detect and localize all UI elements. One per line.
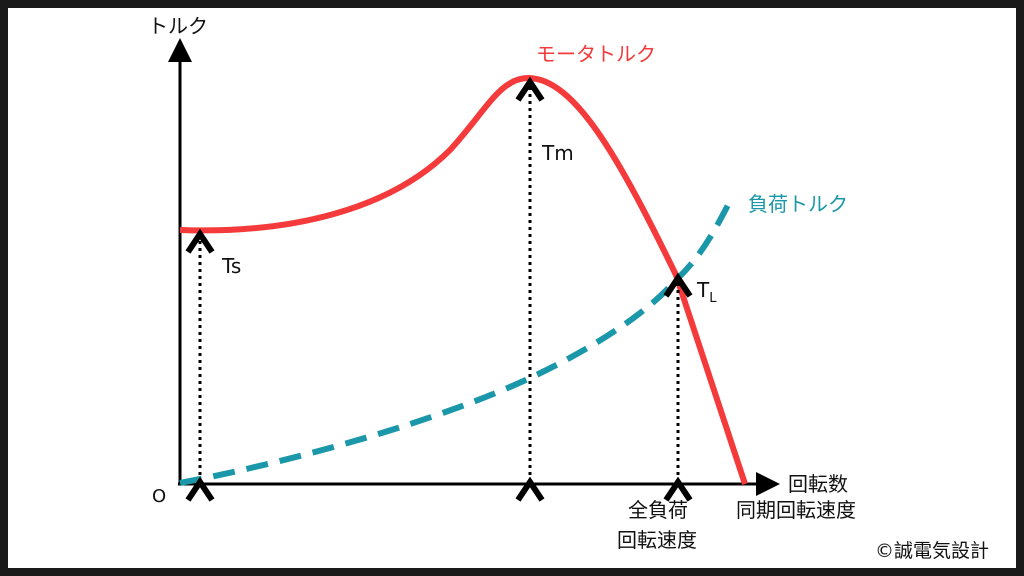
sync-speed-label: 同期回転速度 [736,498,856,522]
load-torque-curve [179,203,731,486]
x-axis-label: 回転数 [788,472,848,496]
diagram-canvas [8,8,1016,568]
copyright: ©誠電気設計 [875,540,990,562]
load-torque-label: 負荷トルク [748,192,848,216]
tl-main: T [697,278,710,302]
tl-subscript: L [709,291,717,306]
tl-label: TL [697,280,716,305]
tm-label: Tm [542,141,574,165]
motor-torque-label: モータトルク [536,42,656,66]
full-load-label-2: 回転速度 [617,528,697,552]
origin-label: O [152,486,167,507]
y-axis-label: トルク [148,14,208,38]
ts-label: Ts [222,254,242,278]
full-load-label-1: 全負荷 [628,498,688,522]
motor-torque-curve [179,74,748,485]
